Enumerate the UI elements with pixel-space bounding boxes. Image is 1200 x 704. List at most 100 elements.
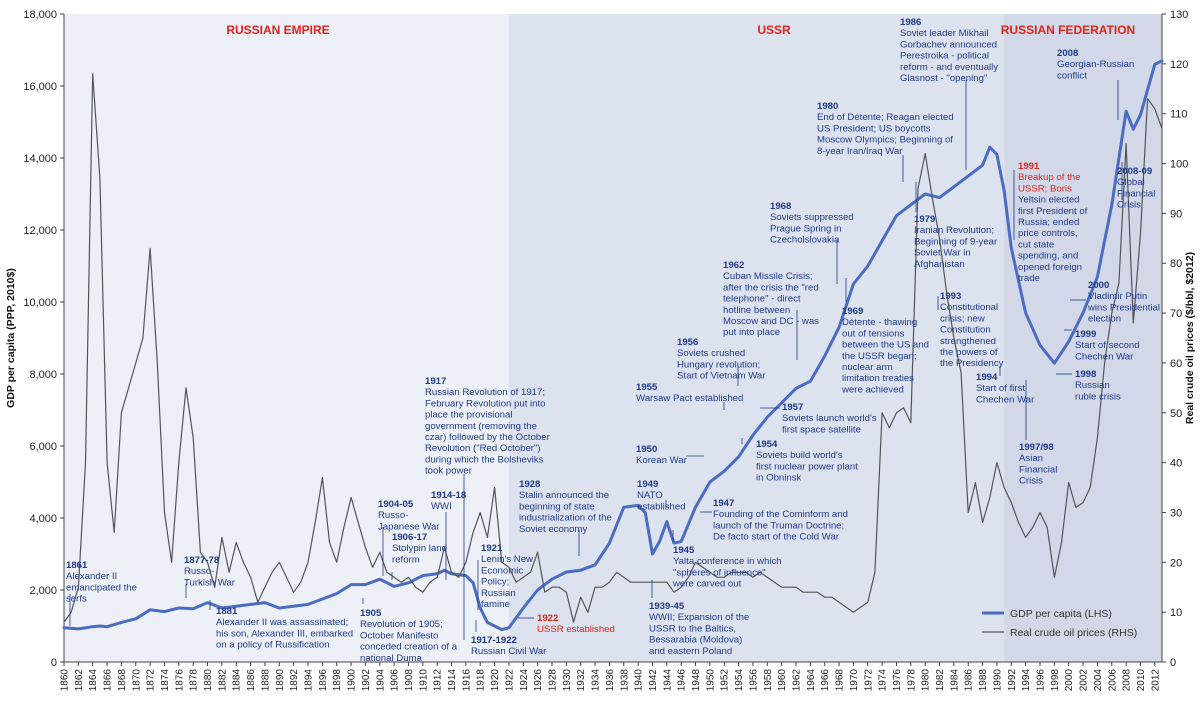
right-tick-label: 70 xyxy=(1170,308,1182,320)
annotation-line: Détente - thawing xyxy=(842,317,917,328)
annotation-line: End of Détente; Reagan elected xyxy=(817,112,954,123)
annotation-year: 1993 xyxy=(940,291,961,302)
x-tick-label: 1886 xyxy=(246,669,257,692)
era-label: RUSSIAN FEDERATION xyxy=(1001,23,1135,37)
annotation-line: Chechen War xyxy=(1075,351,1134,362)
x-tick-label: 2004 xyxy=(1093,669,1104,692)
annotation-year: 1861 xyxy=(66,560,88,571)
axes: 0 2,000 4,000 6,000 8,000 10,000 12,000 14,000 1… xyxy=(5,9,1196,691)
annotation-line: reform xyxy=(392,554,420,565)
x-tick-label: 1922 xyxy=(504,669,515,692)
annotation-line: cut state xyxy=(1018,239,1054,250)
annotation-year: 1954 xyxy=(756,439,778,450)
annotation-year: 1917-1922 xyxy=(471,635,517,646)
annotation-year: 1998 xyxy=(1075,369,1097,380)
x-tick-label: 1932 xyxy=(576,669,587,692)
annotation-line: trade xyxy=(1018,273,1040,284)
left-tick-label: 2,000 xyxy=(29,585,57,597)
oil-series-line xyxy=(63,73,1163,623)
annotation-line: after the crisis the "red xyxy=(723,282,819,293)
x-tick-label: 2010 xyxy=(1136,669,1147,692)
annotation-line: Russian Civil War xyxy=(471,646,547,657)
legend: GDP per capita (LHS) Real crude oil price… xyxy=(982,608,1137,639)
right-tick-label: 80 xyxy=(1170,258,1182,270)
annotation-line: Cuban Missile Crisis; xyxy=(723,271,813,282)
era-band xyxy=(64,14,509,662)
annotation-year: 1917 xyxy=(425,376,446,387)
x-tick-label: 1960 xyxy=(777,669,788,692)
x-tick-label: 1920 xyxy=(490,669,501,692)
annotation-line: Soviets launch world's xyxy=(782,413,877,424)
x-tick-label: 1962 xyxy=(792,669,803,692)
right-tick-label: 60 xyxy=(1170,358,1182,370)
annotation-line: Russo- xyxy=(378,510,408,521)
x-tick-label: 1958 xyxy=(763,669,774,692)
annotation-year: 1994 xyxy=(976,372,998,383)
annotation-line: national Duma xyxy=(360,653,423,664)
annotation-line: WWII; Expansion of the xyxy=(649,612,749,623)
right-tick-label: 30 xyxy=(1170,507,1182,519)
annotation-line: serfs xyxy=(66,594,87,605)
annotation-line: Russian Revolution of 1917; xyxy=(425,387,545,398)
x-tick-label: 1884 xyxy=(232,669,243,692)
x-tick-label: 1882 xyxy=(217,669,228,692)
right-tick-label: 10 xyxy=(1170,607,1182,619)
annotation-year: 1914-18 xyxy=(431,490,467,501)
x-tick-label: 1912 xyxy=(433,669,444,692)
annotation-year: 1962 xyxy=(723,260,744,271)
annotation-line: Russo- xyxy=(184,566,214,577)
annotation-line: telephone" - direct xyxy=(723,294,801,305)
x-tick-label: 1998 xyxy=(1050,669,1061,692)
annotation-year: 1881 xyxy=(216,606,238,617)
annotation-year: 2008-09 xyxy=(1117,166,1152,177)
annotation-line: February Revolution put into xyxy=(425,398,546,409)
x-tick-label: 1910 xyxy=(418,669,429,692)
annotation-line: were achieved xyxy=(841,384,904,395)
annotation-line: on a policy of Russification xyxy=(216,640,330,651)
x-tick-label: 1946 xyxy=(677,669,688,692)
annotation-line: beginning of state xyxy=(519,501,595,512)
annotation-line: Stolypin land xyxy=(392,543,447,554)
x-tick-label: 1938 xyxy=(619,669,630,692)
annotation-line: put into place xyxy=(723,327,780,338)
x-tick-label: 2000 xyxy=(1064,669,1075,692)
x-tick-label: 2008 xyxy=(1122,669,1133,692)
x-tick-label: 1864 xyxy=(88,669,99,692)
x-tick-label: 1904 xyxy=(375,669,386,692)
x-tick-label: 1970 xyxy=(849,669,860,692)
x-tick-label: 1862 xyxy=(74,669,85,692)
x-tick-label: 2006 xyxy=(1107,669,1118,692)
annotation-line: Revolution of 1905; xyxy=(360,619,443,630)
annotation-year: 1928 xyxy=(519,479,541,490)
x-tick-label: 1986 xyxy=(964,669,975,692)
annotation-line: Start of second xyxy=(1075,340,1140,351)
annotation-line: Perestroika - political xyxy=(900,51,989,62)
annotation-line: Soviet leader Mikhail xyxy=(900,28,989,39)
annotation-line: October Manifesto xyxy=(360,630,438,641)
annotation-line: Constitutional xyxy=(940,302,998,313)
annotation-line: Stalin announced the xyxy=(519,490,609,501)
annotation-line: Economic xyxy=(481,565,523,576)
annotation-line: De facto start of the Cold War xyxy=(713,532,840,543)
annotation-line: Turkish War xyxy=(184,577,236,588)
left-tick-label: 12,000 xyxy=(23,225,57,237)
annotation-line: established xyxy=(637,501,686,512)
annotation-line: Bessarabia (Moldova) xyxy=(649,635,742,646)
annotation-line: US President; US boycotts xyxy=(817,123,931,134)
era-label: RUSSIAN EMPIRE xyxy=(226,23,329,37)
annotation-line: Asian xyxy=(1019,453,1043,464)
left-tick-label: 0 xyxy=(51,657,57,669)
annotation-line: Financial xyxy=(1117,188,1155,199)
